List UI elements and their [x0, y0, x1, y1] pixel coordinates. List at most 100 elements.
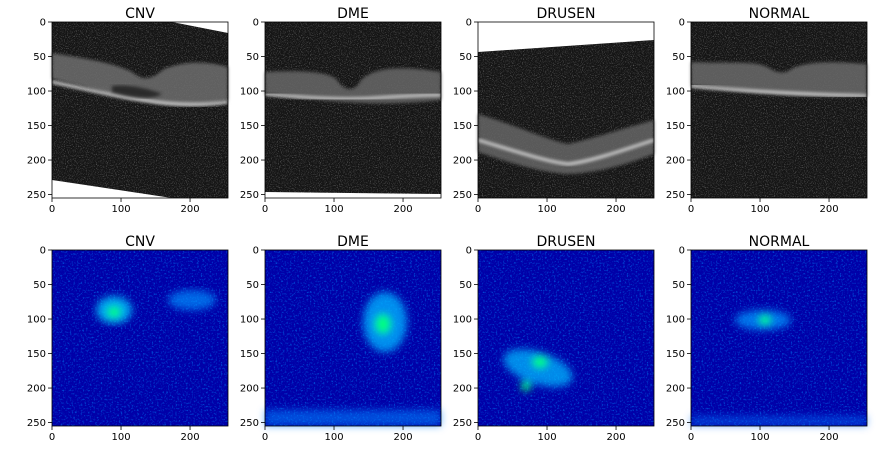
axes: [264, 249, 442, 427]
rpe-band: [51, 80, 229, 106]
panel-title: DME: [337, 6, 369, 22]
y-tick-label: 100: [453, 87, 472, 98]
y-tick-label: 150: [27, 121, 46, 132]
panel-title: NORMAL: [749, 6, 810, 22]
panel-oct-normal: NORMAL: [690, 6, 868, 199]
y-tick-label: 150: [453, 121, 472, 132]
retina-layer: [478, 114, 654, 174]
axes: [690, 249, 868, 427]
y-tick-label: 100: [240, 315, 259, 326]
panel-saliency-normal: NORMAL: [690, 234, 868, 427]
x-tick-label: 100: [750, 432, 769, 443]
axes: [690, 21, 868, 199]
panel-saliency-dme: DME: [264, 234, 442, 427]
axes: [264, 21, 442, 199]
y-tick-label: 200: [240, 384, 259, 395]
panel-5-ticks: 0 100 200 0 50 100 150 200 250: [240, 246, 413, 444]
x-tick-label: 100: [537, 204, 556, 215]
saliency-speckle: [691, 250, 867, 426]
y-tick-label: 100: [666, 87, 685, 98]
x-tick-label: 200: [180, 432, 199, 443]
y-tick-label: 0: [40, 246, 46, 257]
y-tick-label: 50: [33, 52, 46, 63]
y-tick-label: 150: [453, 349, 472, 360]
y-tick-label: 150: [666, 349, 685, 360]
y-tick-label: 100: [666, 315, 685, 326]
x-tick-label: 0: [262, 204, 268, 215]
panel-1-ticks: 0 100 200 0 50 100 150 200 250: [240, 18, 413, 216]
x-tick-label: 0: [475, 432, 481, 443]
y-tick-label: 200: [666, 156, 685, 167]
panel-oct-drusen: DRUSEN: [477, 6, 655, 199]
y-tick-label: 200: [453, 156, 472, 167]
panel-title: CNV: [125, 234, 155, 250]
panel-3-ticks: 0 100 200 0 50 100 150 200 250: [666, 18, 839, 216]
axes: [477, 21, 655, 199]
y-tick-label: 50: [246, 280, 259, 291]
hotspots: [265, 292, 441, 426]
panel-7-ticks: 0 100 200 0 50 100 150 200 250: [666, 246, 839, 444]
y-tick-label: 100: [27, 315, 46, 326]
panel-saliency-drusen: DRUSEN: [477, 234, 655, 427]
x-tick-label: 100: [324, 432, 343, 443]
y-tick-label: 200: [27, 384, 46, 395]
y-tick-label: 50: [459, 52, 472, 63]
x-tick-label: 0: [688, 432, 694, 443]
y-tick-label: 200: [453, 384, 472, 395]
y-tick-label: 0: [40, 18, 46, 29]
y-tick-label: 100: [27, 87, 46, 98]
y-tick-label: 150: [240, 121, 259, 132]
scan-wedge-bottom: [265, 192, 441, 198]
y-tick-label: 250: [27, 418, 46, 429]
panel-6-ticks: 0 100 200 0 50 100 150 200 250: [453, 246, 626, 444]
y-tick-label: 150: [240, 349, 259, 360]
scan-wedge-bottom: [52, 180, 172, 198]
lesion: [112, 85, 162, 98]
y-tick-label: 250: [240, 190, 259, 201]
panel-title: DRUSEN: [537, 234, 596, 250]
x-tick-label: 0: [49, 204, 55, 215]
scan-wedge-top: [478, 22, 654, 52]
x-tick-label: 200: [606, 432, 625, 443]
panel-2-ticks: 0 100 200 0 50 100 150 200 250: [453, 18, 626, 216]
retina-layer: [265, 68, 441, 104]
x-tick-label: 0: [49, 432, 55, 443]
saliency-speckle: [265, 250, 441, 426]
retina-layer: [52, 53, 228, 106]
y-tick-label: 250: [453, 190, 472, 201]
panel-4-ticks: 0 100 200 0 50 100 150 200 250: [27, 246, 200, 444]
panel-title: DME: [337, 234, 369, 250]
y-tick-label: 0: [253, 246, 259, 257]
x-tick-label: 200: [606, 204, 625, 215]
y-tick-label: 0: [466, 246, 472, 257]
x-tick-label: 0: [262, 432, 268, 443]
x-tick-label: 100: [537, 432, 556, 443]
x-tick-label: 200: [819, 432, 838, 443]
oct-speckle: [691, 22, 867, 198]
x-tick-label: 100: [111, 432, 130, 443]
rpe-band: [690, 84, 868, 98]
axes: [51, 21, 229, 199]
y-tick-label: 100: [240, 87, 259, 98]
hotspots: [503, 349, 573, 391]
hotspots: [691, 310, 867, 426]
y-tick-label: 0: [466, 18, 472, 29]
y-tick-label: 250: [666, 190, 685, 201]
saliency-speckle: [52, 250, 228, 426]
x-tick-label: 100: [750, 204, 769, 215]
saliency-speckle: [478, 250, 654, 426]
x-tick-label: 200: [180, 204, 199, 215]
panel-title: CNV: [125, 6, 155, 22]
rpe-band: [477, 138, 655, 166]
panel-0-ticks: 0 100 200 0 50 100 150 200 250: [27, 18, 200, 216]
y-tick-label: 200: [666, 384, 685, 395]
y-tick-label: 150: [27, 349, 46, 360]
hotspots: [96, 290, 216, 324]
y-tick-label: 250: [27, 190, 46, 201]
y-tick-label: 0: [679, 246, 685, 257]
x-tick-label: 100: [111, 204, 130, 215]
y-tick-label: 50: [33, 280, 46, 291]
y-tick-label: 250: [240, 418, 259, 429]
axes: [477, 249, 655, 427]
y-tick-label: 0: [679, 18, 685, 29]
